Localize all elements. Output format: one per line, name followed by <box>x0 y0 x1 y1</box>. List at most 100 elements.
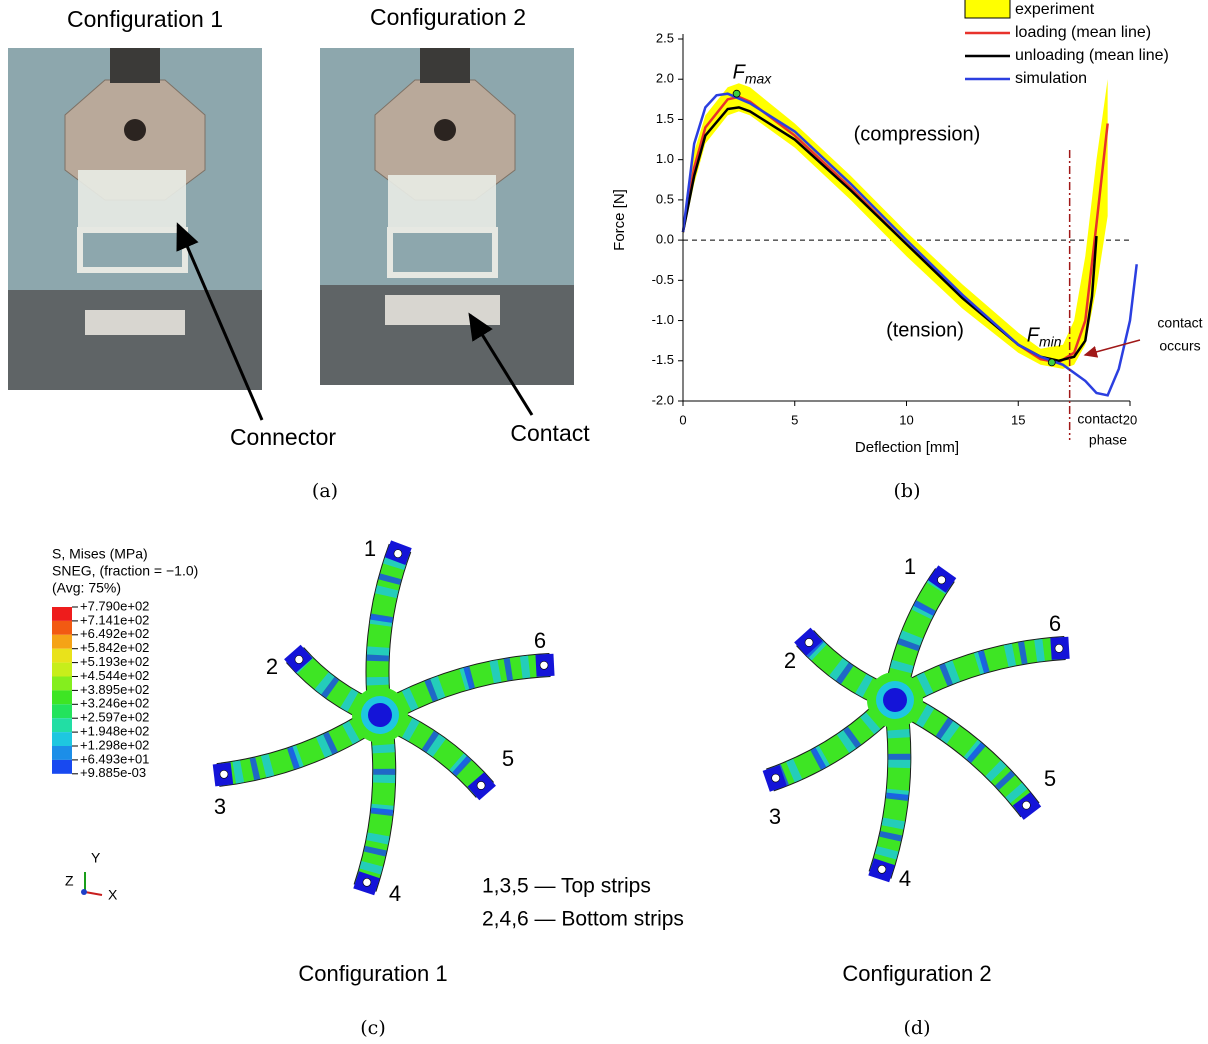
strip-band <box>216 705 387 786</box>
strip-band <box>890 690 1039 817</box>
x-tick-label: 20 <box>1123 412 1137 427</box>
experiment-band <box>683 79 1108 369</box>
strip-number: 4 <box>389 881 401 906</box>
colormap-label: +5.193e+02 <box>80 654 149 669</box>
strip-number: 4 <box>899 866 911 891</box>
colormap-label: +1.298e+02 <box>80 737 149 752</box>
strip-band <box>374 654 551 725</box>
legend-label: experiment <box>1015 1 1095 18</box>
y-tick-label: -1.0 <box>652 312 674 327</box>
colormap-swatch <box>52 746 72 760</box>
y-tick-label: 2.0 <box>656 71 674 86</box>
colormap-label: +6.492e+02 <box>80 626 149 641</box>
y-tick-label: -0.5 <box>652 272 674 287</box>
strip-number: 1 <box>364 536 376 561</box>
strip-band <box>354 713 396 892</box>
x-tick-label: 10 <box>899 412 913 427</box>
colormap-swatch <box>52 607 72 621</box>
hole <box>937 575 946 585</box>
hole <box>877 865 887 874</box>
y-tick-label: 2.5 <box>656 30 674 45</box>
point-label: Fmin <box>1027 325 1062 349</box>
annotation: contact <box>1157 315 1202 331</box>
hole <box>294 655 304 664</box>
axis-name: X <box>108 887 118 903</box>
callout: Connector <box>230 424 336 450</box>
colormap-label: +7.141e+02 <box>80 612 149 627</box>
series-line <box>681 92 1138 397</box>
strip-number: 6 <box>534 628 546 653</box>
strip-band <box>869 698 911 879</box>
annotation: contact <box>1077 411 1122 427</box>
legend-title: (Avg: 75%) <box>52 580 121 596</box>
panel-label: (d) <box>904 1017 931 1039</box>
colormap-label: +5.842e+02 <box>80 640 149 655</box>
strip-band <box>375 704 494 798</box>
y-tick-label: 0.0 <box>656 232 674 247</box>
y-tick-label: 0.5 <box>656 191 674 206</box>
stress-plot <box>212 540 555 896</box>
colormap-swatch <box>52 732 72 746</box>
photo-title: Configuration 1 <box>67 6 223 32</box>
colormap-swatch <box>52 648 72 663</box>
photo-2 <box>320 48 574 385</box>
x-tick-label: 15 <box>1011 412 1025 427</box>
point <box>1047 358 1056 367</box>
f: F <box>733 62 747 84</box>
axis-name: Z <box>65 873 74 889</box>
hole <box>362 878 372 887</box>
f: F <box>1027 325 1041 347</box>
colormap-label: +9.885e-03 <box>80 765 146 780</box>
annotation: (compression) <box>854 123 981 145</box>
note: 1,3,5 — Top strips <box>482 875 651 898</box>
series-line <box>681 106 1098 363</box>
colormap-label: +6.493e+01 <box>80 751 149 766</box>
strip-number: 1 <box>904 554 916 579</box>
panel-label: (a) <box>312 480 338 502</box>
colormap-swatch <box>52 718 72 733</box>
colormap-swatch <box>52 634 72 649</box>
strip-number: 5 <box>1044 766 1056 791</box>
photo-title: Configuration 2 <box>370 4 526 30</box>
center <box>368 703 392 727</box>
colormap-label: +3.246e+02 <box>80 696 149 711</box>
strip-band <box>889 637 1066 710</box>
colormap-label: +3.895e+02 <box>80 682 149 697</box>
point-label: Fmax <box>733 62 773 86</box>
strip-number: 6 <box>1049 611 1061 636</box>
annotation: occurs <box>1159 338 1200 354</box>
panel-label: (c) <box>360 1017 385 1039</box>
colormap-swatch <box>52 759 72 774</box>
colormap-label: +1.948e+02 <box>80 724 149 739</box>
y-tick-label: 1.5 <box>656 111 674 126</box>
photo-1 <box>8 48 262 390</box>
hole <box>393 549 403 558</box>
x-tick-label: 0 <box>679 412 686 427</box>
colormap-label: +7.790e+02 <box>80 598 149 613</box>
annotation-arrow <box>1083 339 1141 358</box>
legend-label: unloading (mean line) <box>1015 47 1169 64</box>
hole <box>1054 644 1064 653</box>
arrow <box>468 312 534 416</box>
stress-plot <box>762 565 1070 883</box>
legend-title: SNEG, (fraction = −1.0) <box>52 563 198 579</box>
colormap-swatch <box>52 620 72 635</box>
annotation: phase <box>1089 432 1127 448</box>
colormap-label: +4.544e+02 <box>80 668 149 683</box>
y-tick-label: -2.0 <box>652 392 674 407</box>
hole <box>476 781 486 790</box>
note: 2,4,6 — Bottom strips <box>482 908 684 931</box>
annotation: (tension) <box>886 319 964 341</box>
sub: min <box>1039 333 1062 349</box>
y-tick-label: -1.5 <box>652 352 674 367</box>
arrow <box>176 222 264 421</box>
strip-number: 3 <box>769 804 781 829</box>
y-tick-label: 1.0 <box>656 151 674 166</box>
strip-number: 2 <box>784 648 796 673</box>
legend-swatch <box>964 0 1011 19</box>
hole <box>219 769 229 779</box>
callout: Contact <box>510 420 590 446</box>
x-axis-title: Deflection [mm] <box>855 439 959 456</box>
axis-name: Y <box>91 850 101 866</box>
